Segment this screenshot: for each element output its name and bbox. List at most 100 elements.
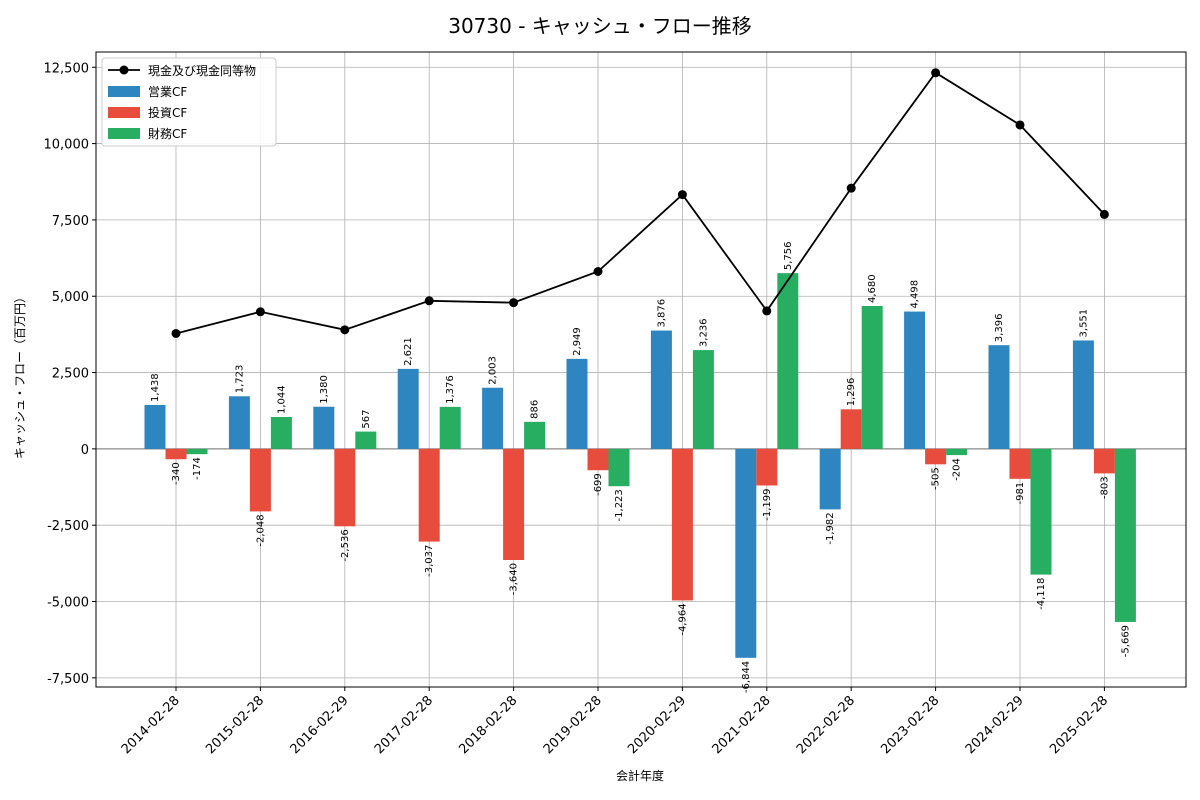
bar-value-label: -340 [171, 462, 182, 485]
bar-value-label: 1,296 [846, 378, 857, 407]
y-tick-label: 0 [81, 443, 89, 458]
line-layer [171, 68, 1109, 338]
cash-point [677, 190, 687, 200]
cash-point [171, 328, 181, 338]
bar-value-label: -4,964 [677, 603, 688, 635]
bar-labels-layer: 1,438 1,723 1,380 2,621 2,003 2,949 3,876 -6,84… [150, 242, 1131, 694]
bar-value-label: 2,621 [403, 337, 414, 366]
cash-point [1099, 209, 1109, 219]
bar-営業CF [988, 345, 1010, 449]
bar-財務CF [270, 417, 292, 449]
bar-value-label: 2,003 [488, 356, 499, 385]
legend-marker [119, 65, 129, 75]
bar-value-label: 1,380 [319, 375, 330, 404]
legend-box [101, 57, 277, 147]
bar-value-label: -699 [593, 473, 604, 496]
bar-value-label: -1,982 [825, 512, 836, 544]
bar-value-label: -981 [1015, 482, 1026, 505]
y-tick-label: -5,000 [47, 596, 89, 611]
bar-value-label: 4,680 [867, 274, 878, 303]
bars-layer [144, 273, 1136, 658]
bar-value-label: 886 [530, 400, 541, 419]
cash-point [593, 267, 603, 277]
bar-value-label: 1,723 [234, 365, 245, 394]
bar-value-label: 1,376 [445, 375, 456, 404]
bar-営業CF [566, 358, 588, 449]
legend-label: 投資CF [148, 105, 187, 120]
bar-value-label: -1,199 [762, 488, 773, 520]
bar-value-label: -6,844 [741, 661, 752, 693]
bar-投資CF [503, 448, 525, 560]
plot-frame [95, 51, 1187, 688]
bar-value-label: 3,551 [1078, 309, 1089, 338]
bar-value-label: -204 [952, 458, 963, 481]
bar-財務CF [777, 273, 799, 449]
bar-value-label: 1,438 [150, 373, 161, 402]
bar-財務CF [524, 421, 546, 449]
y-tick-label: -7,500 [47, 672, 89, 687]
bar-財務CF [861, 306, 883, 449]
cash-point [509, 298, 519, 308]
bar-営業CF [819, 448, 841, 510]
bar-value-label: -2,048 [255, 514, 266, 546]
bar-投資CF [671, 448, 693, 601]
bar-営業CF [228, 396, 250, 449]
bar-営業CF [397, 368, 419, 449]
y-tick-label: 5,000 [52, 290, 89, 305]
bar-営業CF [904, 311, 926, 449]
bar-営業CF [650, 330, 672, 449]
bar-投資CF [418, 448, 440, 542]
y-tick-label: -2,500 [47, 519, 89, 534]
bar-value-label: -2,536 [340, 529, 351, 561]
legend-label: 現金及び現金同等物 [148, 63, 256, 78]
bar-財務CF [355, 431, 377, 449]
bar-value-label: -174 [192, 457, 203, 480]
bar-投資CF [925, 448, 947, 465]
bar-投資CF [1009, 448, 1031, 479]
cash-point [424, 296, 434, 306]
bar-value-label: 4,498 [910, 280, 921, 309]
bar-財務CF [692, 350, 714, 449]
bar-value-label: 3,876 [656, 299, 667, 328]
bar-value-label: 1,044 [276, 385, 287, 414]
bar-value-label: -505 [931, 467, 942, 490]
bar-value-label: 5,756 [783, 242, 794, 271]
bar-投資CF [756, 448, 778, 486]
bar-value-label: -3,037 [424, 545, 435, 577]
legend-label: 営業CF [148, 85, 187, 99]
bar-value-label: -1,223 [614, 489, 625, 521]
bar-投資CF [165, 448, 187, 460]
legend-swatch [108, 86, 140, 97]
bar-営業CF [735, 448, 757, 658]
bar-投資CF [1093, 448, 1115, 474]
bar-value-label: 3,236 [698, 318, 709, 347]
bar-value-label: -5,669 [1120, 625, 1131, 657]
y-tick-label: 7,500 [52, 214, 89, 229]
cash-point [255, 307, 265, 317]
legend-swatch [108, 107, 140, 118]
bar-財務CF [439, 406, 461, 449]
bar-value-label: -4,118 [1036, 578, 1047, 610]
bar-投資CF [840, 409, 862, 449]
bar-投資CF [587, 448, 609, 471]
cash-point [846, 183, 856, 193]
bar-財務CF [186, 448, 208, 455]
legend-label: 財務CF [148, 126, 187, 141]
bar-value-label: 3,396 [994, 314, 1005, 343]
y-axis-title: キャッシュ・フロー（百万円） [13, 291, 27, 459]
bar-営業CF [482, 387, 504, 449]
bar-value-label: 567 [361, 409, 372, 428]
y-tick-label: 2,500 [52, 367, 89, 382]
bar-財務CF [1030, 448, 1052, 575]
chart-title: 30730 - キャッシュ・フロー推移 [448, 14, 752, 38]
bar-財務CF [946, 448, 968, 456]
bar-value-label: 2,949 [572, 327, 583, 356]
cash-point [762, 306, 772, 316]
cash-point [931, 68, 941, 78]
cash-point [340, 325, 350, 335]
bar-営業CF [1072, 340, 1094, 449]
bar-投資CF [249, 448, 271, 512]
y-tick-label: 10,000 [44, 138, 90, 153]
